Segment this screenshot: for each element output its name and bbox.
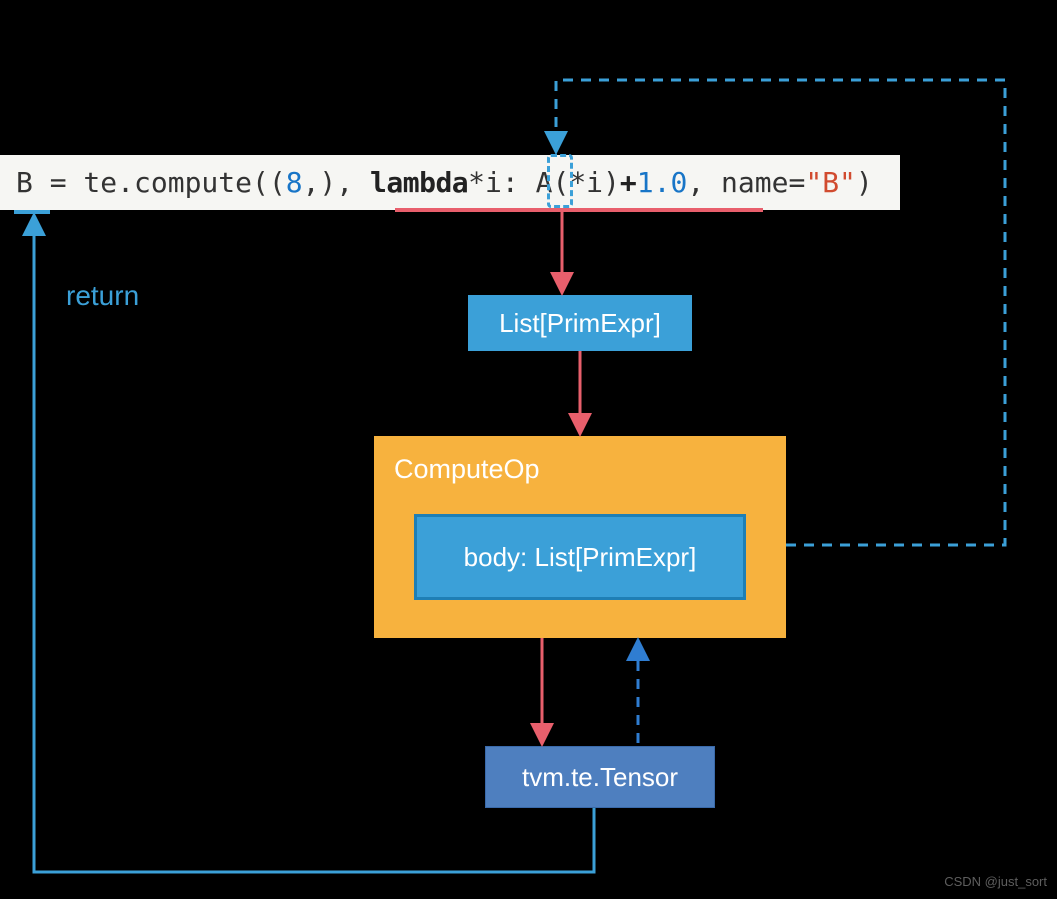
code-token-keyword: lambda	[370, 166, 468, 199]
diagram-canvas: B = te.compute((8,), lambda*i: A(*i)+1.0…	[0, 0, 1057, 899]
node-body: body: List[PrimExpr]	[414, 514, 746, 600]
watermark: CSDN @just_sort	[944, 874, 1047, 889]
code-token: *i: A(*i)	[468, 166, 620, 199]
code-token-number: 1.0	[637, 166, 688, 199]
code-token: )	[856, 166, 873, 199]
node-label: tvm.te.Tensor	[522, 762, 678, 793]
node-label: List[PrimExpr]	[499, 308, 661, 339]
return-label: return	[66, 280, 139, 312]
code-token: ,),	[303, 166, 370, 199]
code-token-string: "B"	[805, 166, 856, 199]
dashed-box-a	[547, 154, 573, 208]
code-token-number: 8	[286, 166, 303, 199]
code-expression: B = te.compute((8,), lambda*i: A(*i)+1.0…	[0, 155, 900, 210]
code-token: , name=	[687, 166, 805, 199]
node-label: body: List[PrimExpr]	[464, 542, 697, 573]
node-tensor: tvm.te.Tensor	[485, 746, 715, 808]
code-token: B = te.compute((	[16, 166, 286, 199]
underline-lambda	[395, 208, 763, 212]
node-label: ComputeOp	[394, 454, 766, 485]
node-listprimexpr: List[PrimExpr]	[468, 295, 692, 351]
code-token-op: +	[620, 166, 637, 199]
underline-b	[14, 210, 50, 214]
